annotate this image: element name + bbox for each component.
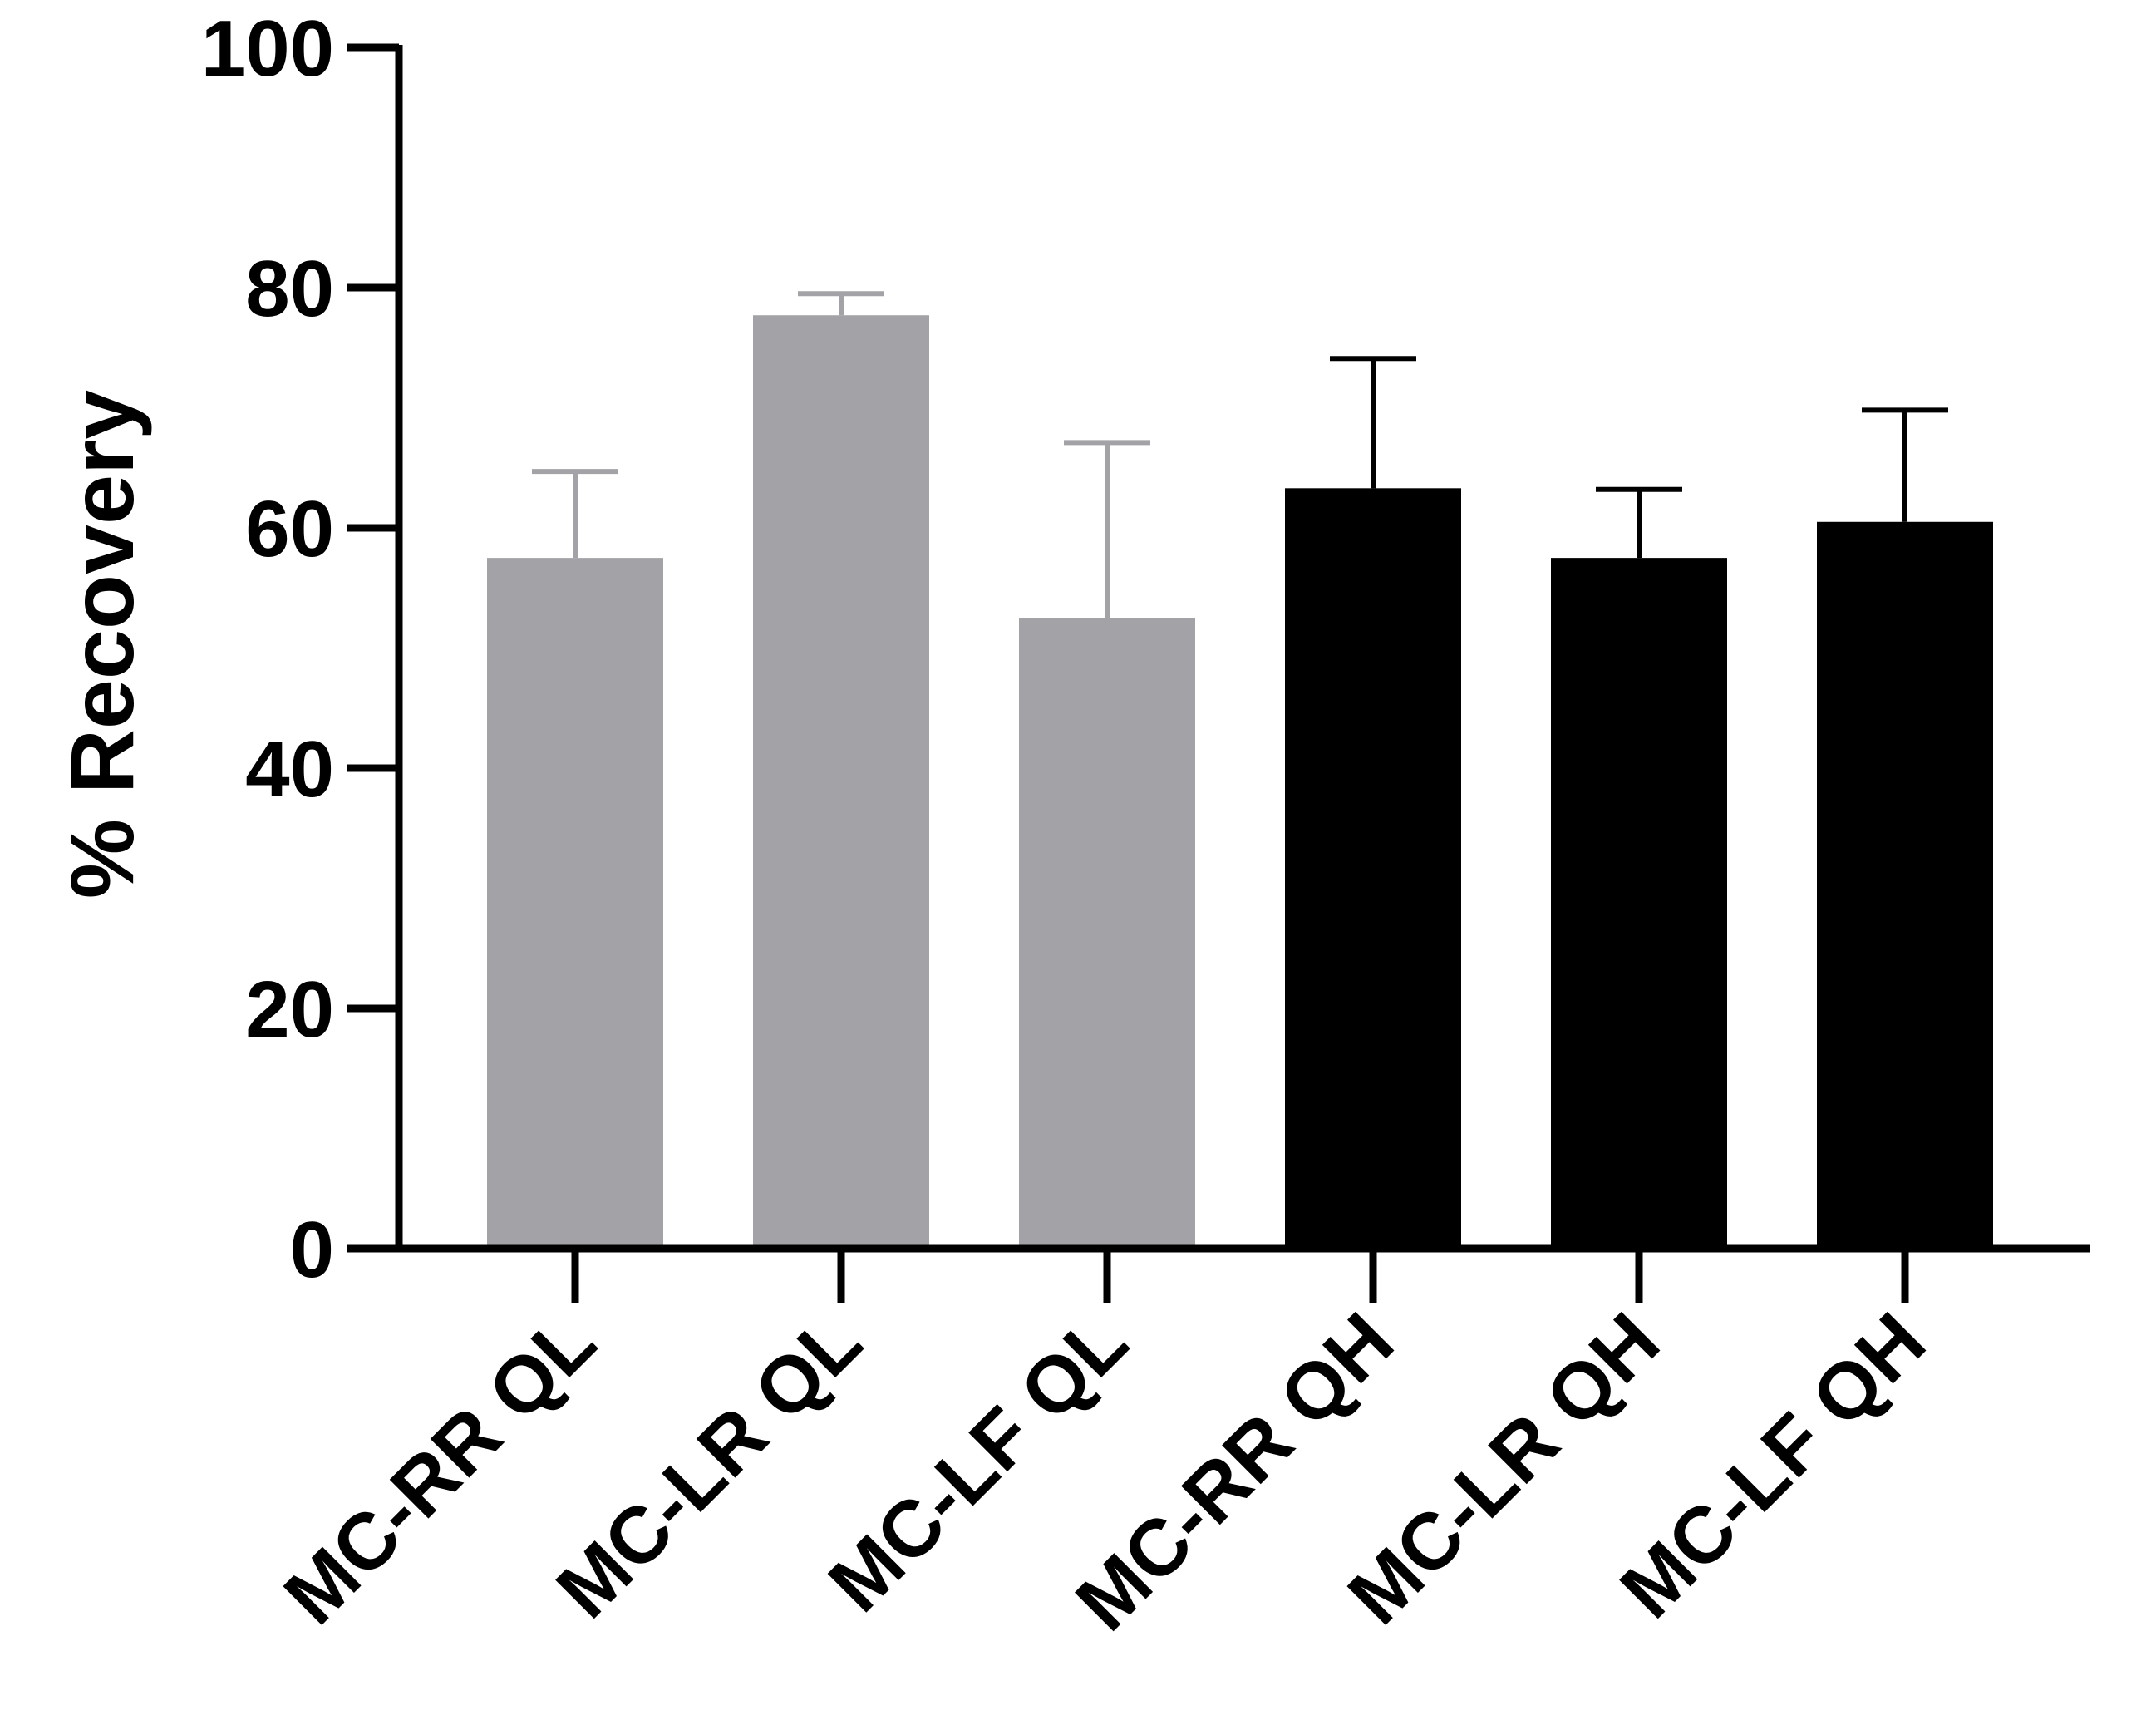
y-axis-title: % Recovery bbox=[52, 390, 152, 899]
y-tick-label: 60 bbox=[245, 485, 334, 574]
y-tick-label: 40 bbox=[245, 725, 334, 814]
y-tick-label: 0 bbox=[290, 1205, 334, 1294]
bar bbox=[1285, 488, 1461, 1249]
axes-group bbox=[347, 43, 2090, 1303]
y-tick-label: 100 bbox=[201, 4, 334, 93]
bars-group bbox=[487, 315, 1993, 1249]
bar bbox=[1817, 521, 1993, 1249]
bar bbox=[487, 558, 663, 1249]
y-tick-label: 80 bbox=[245, 244, 334, 333]
bar bbox=[753, 315, 929, 1249]
bar bbox=[1551, 558, 1727, 1249]
bar bbox=[1019, 618, 1195, 1249]
y-tick-label: 20 bbox=[245, 965, 334, 1054]
error-bars-group bbox=[532, 291, 1948, 618]
